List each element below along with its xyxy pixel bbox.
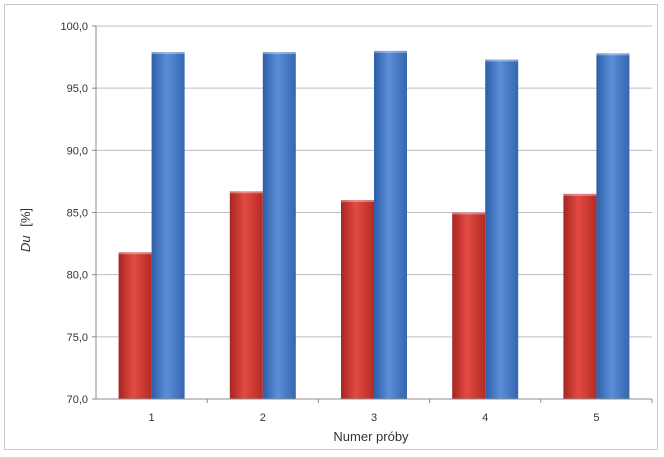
y-axis-title: Du [%] [18,208,33,252]
bar-top-highlight [452,212,486,215]
bar-top-highlight [485,59,519,62]
bar-series-1-category-2 [229,191,263,399]
y-tick-label: 90,0 [67,145,88,157]
x-tick-label: 4 [482,412,488,424]
bar-series-2-category-1 [151,52,185,400]
y-axis-title-unit: [%] [18,208,33,227]
y-axis-title-symbol: Du [18,235,33,252]
y-tick-label: 70,0 [67,394,88,406]
chart-frame [4,4,658,450]
bar-top-highlight [118,252,152,255]
y-tick-label: 100,0 [60,21,88,33]
bar-series-2-category-5 [596,53,630,399]
bar-series-2-category-3 [374,50,407,399]
bar-top-highlight [596,53,630,56]
x-tick-label: 2 [260,412,266,424]
y-tick-label: 80,0 [67,270,88,282]
axes [92,25,653,403]
y-tick-label: 85,0 [67,208,88,220]
bar-top-highlight [229,191,263,194]
x-tick-label: 1 [149,412,155,424]
bar-series-1-category-3 [341,200,374,399]
x-tick-label: 5 [593,412,599,424]
bar-series-1-category-1 [118,252,152,399]
bar-top-highlight [374,50,407,53]
y-tick-label: 75,0 [67,332,88,344]
bar-top-highlight [151,52,185,55]
bar-series-2-category-2 [262,52,296,400]
tick-labels: 70,0 75,0 80,0 85,0 90,0 95,0 100,0 1 2 3 4 5 [60,21,599,424]
bar-series-1-category-5 [563,193,597,399]
bar-top-highlight [341,200,374,203]
x-tick-label: 3 [371,412,377,424]
bar-series-2-category-4 [485,59,519,399]
x-axis-title: Numer próby [333,429,409,444]
bar-top-highlight [262,52,296,55]
bar-series-1-category-4 [452,212,486,399]
bars [118,50,630,400]
y-tick-label: 95,0 [67,83,88,95]
bar-top-highlight [563,193,597,196]
